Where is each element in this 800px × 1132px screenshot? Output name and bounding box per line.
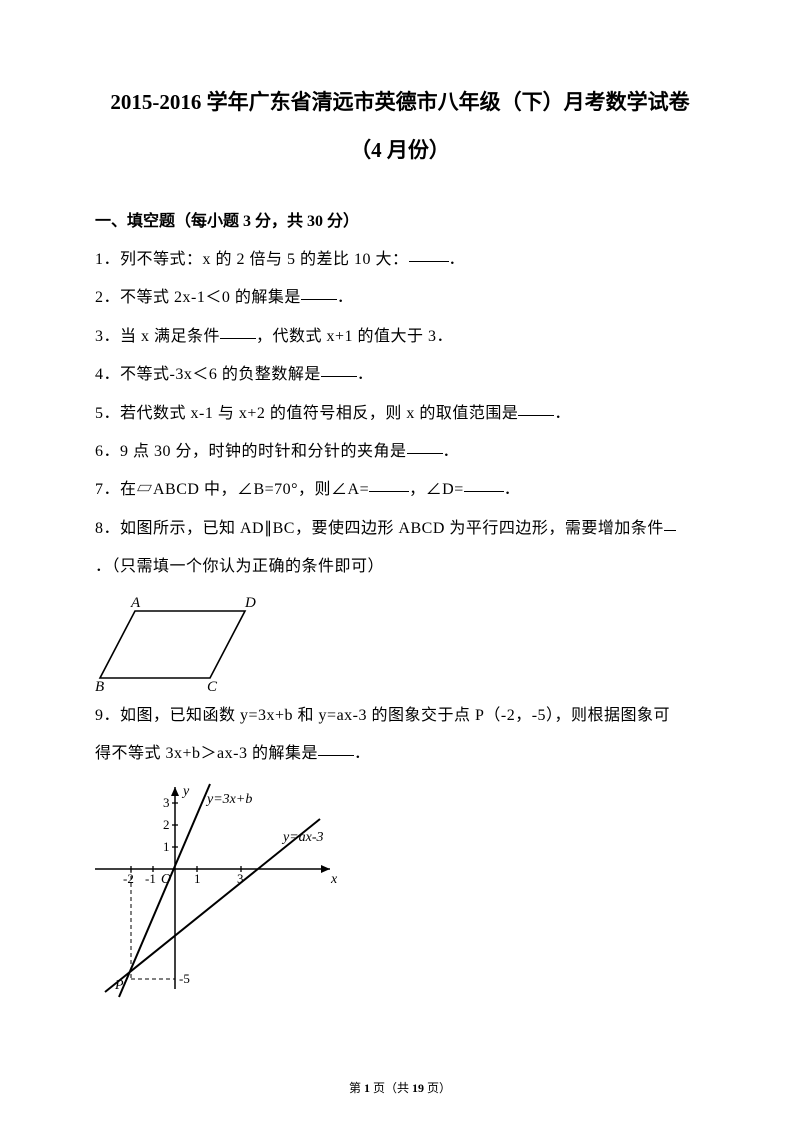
q1-blank [409,246,449,262]
fig9-P: P [114,978,124,993]
q7-blank-1 [369,476,409,492]
q2-text: 2．不等式 2x-1＜0 的解集是 [95,289,301,306]
fig9-xt-2: -2 [123,871,134,886]
question-4: 4．不等式-3x＜6 的负整数解是 ． [95,356,705,394]
q3-text-b: ，代数式 x+1 的值大于 3． [256,328,453,345]
question-9: 9．如图，已知函数 y=3x+b 和 y=ax-3 的图象交于点 P（-2，-5… [95,697,705,735]
fig9-xt1: 1 [194,871,201,886]
fig9-yt1: 1 [163,839,170,854]
page-footer: 第 1 页（共 19 页） [0,1079,800,1096]
q9-text-b: 得不等式 3x+b＞ax-3 的解集是 [95,745,318,762]
figure-9-graph: y x O y=3x+b y=ax-3 -2 -1 1 3 1 2 3 -5 P [95,779,705,999]
fig9-O: O [161,872,171,887]
q7-text-a: 7．在▱ABCD 中，∠B=70°，则∠A= [95,481,369,498]
q5-tail: ． [554,405,571,422]
question-7: 7．在▱ABCD 中，∠B=70°，则∠A= ，∠D= ． [95,471,705,509]
q3-blank [220,323,256,339]
q7-blank-2 [464,476,504,492]
exam-title-line1: 2015-2016 学年广东省清远市英德市八年级（下）月考数学试卷 [95,78,705,126]
q7-text-b: ，∠D= [409,481,464,498]
q9-blank [318,740,354,756]
question-1: 1．列不等式：x 的 2 倍与 5 的差比 10 大： ． [95,241,705,279]
q2-blank [301,284,337,300]
fig8-D: D [244,595,256,611]
exam-title-line2: （4 月份） [95,126,705,174]
fig9-yt-5: -5 [179,971,190,986]
fig9-xt3: 3 [237,871,244,886]
question-9-line2: 得不等式 3x+b＞ax-3 的解集是 ． [95,735,705,773]
q6-blank [407,438,443,454]
fig9-y: y [181,784,190,799]
q5-text: 5．若代数式 x-1 与 x+2 的值符号相反，则 x 的取值范围是 [95,405,518,422]
q4-tail: ． [357,366,374,383]
q9-text-a: 9．如图，已知函数 y=3x+b 和 y=ax-3 的图象交于点 P（-2，-5… [95,707,670,724]
fig9-x: x [330,872,338,887]
q3-text-a: 3．当 x 满足条件 [95,328,220,345]
q4-text: 4．不等式-3x＜6 的负整数解是 [95,366,321,383]
fig9-line1: y=3x+b [205,792,252,807]
figure-8-parallelogram: A D B C [95,593,705,693]
q9-text-c: ． [354,745,371,762]
q5-blank [518,400,554,416]
q4-blank [321,361,357,377]
footer-post: 页） [424,1081,451,1095]
question-5: 5．若代数式 x-1 与 x+2 的值符号相反，则 x 的取值范围是 ． [95,395,705,433]
fig8-B: B [95,679,104,693]
q7-text-c: ． [504,481,521,498]
q2-tail: ． [337,289,354,306]
q1-tail: ． [449,251,466,268]
q8-blank [664,515,676,531]
footer-pre: 第 [349,1081,364,1095]
question-8-line2: ．（只需填一个你认为正确的条件即可） [95,548,705,586]
fig8-A: A [130,595,141,611]
question-2: 2．不等式 2x-1＜0 的解集是 ． [95,279,705,317]
footer-mid: 页（共 [370,1081,412,1095]
footer-total: 19 [412,1081,424,1095]
question-3: 3．当 x 满足条件 ，代数式 x+1 的值大于 3． [95,318,705,356]
fig8-C: C [207,679,218,693]
q8-text-b: ．（只需填一个你认为正确的条件即可） [95,558,384,575]
fig9-line2: y=ax-3 [281,830,324,845]
fig9-yt2: 2 [163,817,170,832]
fig9-xt-1: -1 [145,871,156,886]
exam-page: 2015-2016 学年广东省清远市英德市八年级（下）月考数学试卷 （4 月份）… [0,0,800,1132]
q6-text: 6．9 点 30 分，时钟的时针和分针的夹角是 [95,443,407,460]
q8-text-a: 8．如图所示，已知 AD∥BC，要使四边形 ABCD 为平行四边形，需要增加条件 [95,520,664,537]
q6-tail: ． [443,443,460,460]
question-6: 6．9 点 30 分，时钟的时针和分针的夹角是 ． [95,433,705,471]
fig9-yt3: 3 [163,795,170,810]
question-8: 8．如图所示，已知 AD∥BC，要使四边形 ABCD 为平行四边形，需要增加条件 [95,510,705,548]
q1-text: 1．列不等式：x 的 2 倍与 5 的差比 10 大： [95,251,409,268]
section-heading: 一、填空题（每小题 3 分，共 30 分） [95,203,705,241]
